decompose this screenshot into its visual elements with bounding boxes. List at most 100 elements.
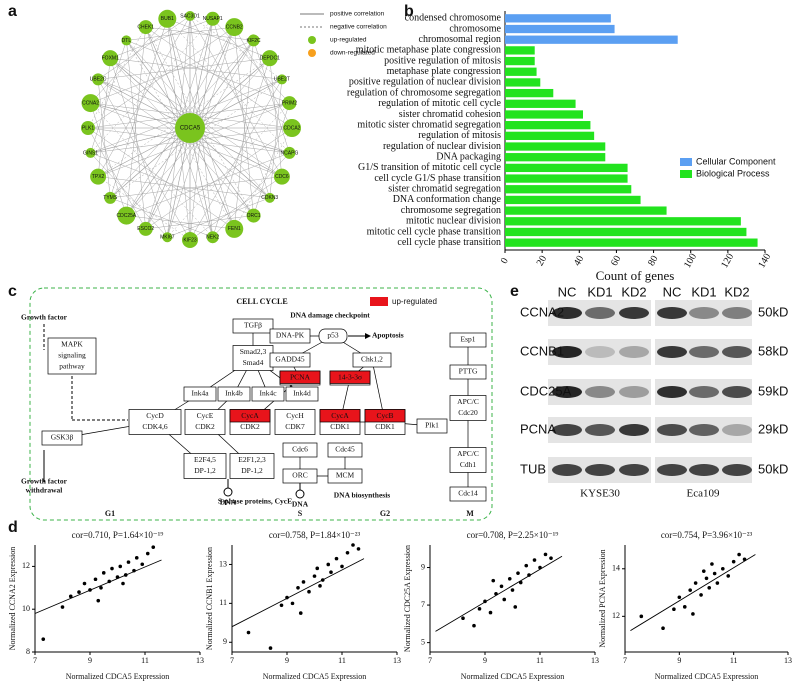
- node: [158, 9, 177, 28]
- band: [657, 386, 687, 398]
- y-tick-label: 10: [22, 604, 30, 613]
- size-label: 50kD: [758, 461, 788, 476]
- protein-label: CCNA2: [520, 304, 564, 319]
- node-label: CDCA5: [180, 126, 201, 132]
- y-tick-label: regulation of mitosis: [418, 130, 501, 141]
- point: [121, 581, 125, 586]
- x-tick-label: 7: [33, 656, 37, 665]
- lane-label: KD1: [691, 284, 716, 299]
- pathway-node: [183, 453, 227, 479]
- pathway-node: [269, 352, 311, 368]
- edge: [97, 15, 191, 80]
- node: [205, 11, 220, 26]
- protein-label: PCNA: [520, 421, 556, 436]
- y-tick-label: DNA conformation change: [393, 194, 502, 205]
- node-label: SAC3D1: [180, 13, 200, 19]
- point: [60, 605, 65, 609]
- edge: [189, 127, 270, 199]
- pathway-frame: [29, 287, 493, 521]
- y-tick-label: 11: [219, 598, 227, 607]
- x-tick-label: 80: [646, 254, 661, 268]
- pathway-node-label: signaling: [58, 351, 86, 360]
- trend-line: [231, 558, 365, 628]
- x-tick-label: 11: [536, 656, 544, 665]
- pathway-node-label: ORC: [292, 471, 307, 480]
- node: [175, 113, 205, 143]
- node-label: TYMS: [103, 195, 118, 201]
- y-tick-label: 8: [26, 647, 30, 656]
- node-label: KIF23: [183, 237, 197, 243]
- node-label: CHEK1: [137, 24, 154, 30]
- point: [516, 571, 520, 575]
- point: [123, 573, 128, 577]
- band: [689, 386, 719, 398]
- node: [261, 50, 278, 67]
- point: [345, 550, 350, 555]
- point: [691, 612, 695, 616]
- point: [513, 605, 518, 609]
- y-tick-label: chromosome segregation: [401, 205, 501, 216]
- point: [491, 578, 496, 583]
- cell-line-label: KYSE30: [580, 488, 620, 500]
- bar: [505, 217, 741, 226]
- lane-label: KD2: [621, 284, 646, 299]
- node: [138, 221, 153, 236]
- pathway-node-label: E2F1,2,3: [238, 455, 266, 464]
- node-label: TPX2: [92, 174, 105, 180]
- pathway-node-label: MCM: [336, 471, 355, 480]
- bar: [505, 46, 535, 55]
- band: [585, 424, 615, 436]
- band: [552, 424, 582, 436]
- pathway-node-label: p53: [327, 331, 339, 340]
- point: [268, 646, 273, 650]
- x-tick-label: 40: [572, 254, 587, 268]
- edge: [189, 40, 254, 129]
- pathway-label: Growth factor: [21, 477, 68, 486]
- point: [279, 603, 284, 608]
- node-label: KIF2C: [247, 38, 262, 44]
- point: [99, 586, 103, 590]
- node-label: FEN1: [228, 226, 241, 232]
- node: [247, 34, 260, 47]
- node: [102, 50, 119, 67]
- node: [283, 146, 296, 159]
- point: [298, 611, 303, 615]
- arrowhead: [365, 333, 371, 339]
- edge: [110, 57, 191, 129]
- point: [532, 558, 537, 562]
- node-label: NCAPG: [281, 150, 299, 156]
- node-label: BUB1: [161, 16, 174, 22]
- edge: [90, 152, 168, 238]
- edge: [97, 127, 191, 177]
- y-tick-label: regulation of mitotic cell cycle: [378, 98, 501, 109]
- pathway-node-label: DNA-PK: [276, 331, 305, 340]
- bar: [505, 110, 583, 119]
- edge: [189, 102, 290, 129]
- pathway-node-label: CDK2: [195, 422, 215, 431]
- edge: [189, 18, 213, 129]
- node-label: PLK1: [82, 125, 94, 131]
- lane-label: KD1: [587, 284, 612, 299]
- node: [206, 231, 219, 244]
- bar: [505, 24, 615, 34]
- y-tick-label: G1/S transition of mitotic cell cycle: [358, 162, 502, 173]
- point: [472, 623, 476, 628]
- point: [549, 556, 553, 560]
- node: [92, 73, 105, 86]
- chart-title: cor=0.754, P=3.96×10⁻²³: [661, 530, 753, 540]
- point: [538, 565, 542, 570]
- edge: [145, 127, 191, 230]
- x-axis-label: Count of genes: [596, 268, 675, 283]
- pathway-node-label: Ink4d: [293, 389, 311, 398]
- point: [82, 581, 87, 586]
- pathway-node-label: E2F4,5: [194, 455, 216, 464]
- y-tick-label: 9: [223, 637, 227, 646]
- bar: [505, 174, 628, 183]
- pathway-label: DNA biosynthesis: [334, 491, 391, 500]
- edge: [90, 127, 191, 154]
- y-axis-label: Normalized PCNA Expression: [598, 549, 607, 647]
- point: [710, 562, 714, 566]
- up-regulated-fill: [364, 409, 406, 423]
- edge: [126, 40, 191, 129]
